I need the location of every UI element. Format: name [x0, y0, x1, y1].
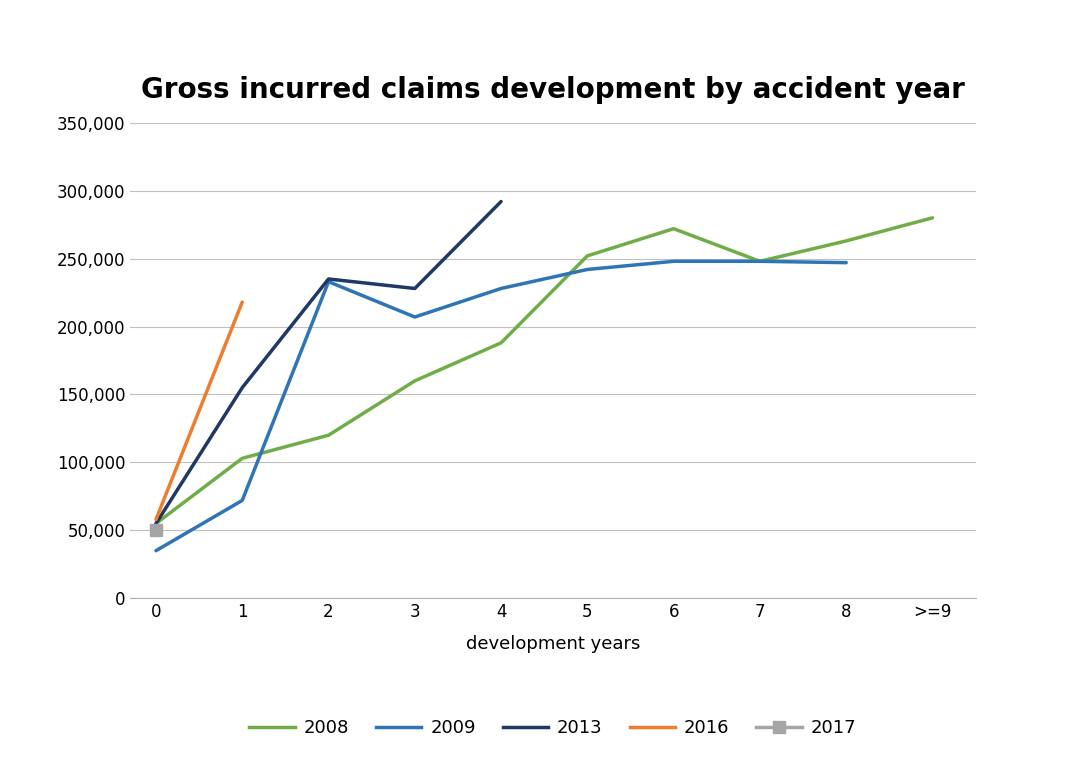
2013	[494, 197, 507, 206]
2008	[926, 213, 939, 222]
Line: 2013: 2013	[156, 202, 501, 524]
2009	[150, 546, 163, 555]
2009	[409, 312, 422, 321]
2009	[581, 265, 594, 274]
2009	[840, 258, 853, 267]
2008	[581, 252, 594, 261]
Line: 2009: 2009	[156, 262, 847, 551]
2008	[235, 454, 248, 463]
Line: 2008: 2008	[156, 218, 932, 524]
2008	[667, 224, 680, 233]
2009	[753, 257, 766, 266]
2009	[322, 277, 335, 286]
2016	[235, 298, 248, 307]
2013	[322, 275, 335, 284]
2013	[235, 383, 248, 392]
2009	[494, 284, 507, 293]
2008	[753, 257, 766, 266]
Line: 2016: 2016	[156, 302, 242, 519]
2008	[840, 236, 853, 245]
Title: Gross incurred claims development by accident year: Gross incurred claims development by acc…	[141, 76, 965, 104]
2008	[150, 519, 163, 528]
2016	[150, 515, 163, 524]
2008	[494, 338, 507, 347]
X-axis label: development years: development years	[466, 635, 640, 653]
2008	[409, 377, 422, 386]
2009	[235, 495, 248, 505]
2013	[409, 284, 422, 293]
2013	[150, 519, 163, 528]
Legend: 2008, 2009, 2013, 2016, 2017: 2008, 2009, 2013, 2016, 2017	[242, 712, 864, 744]
2009	[667, 257, 680, 266]
2008	[322, 430, 335, 439]
